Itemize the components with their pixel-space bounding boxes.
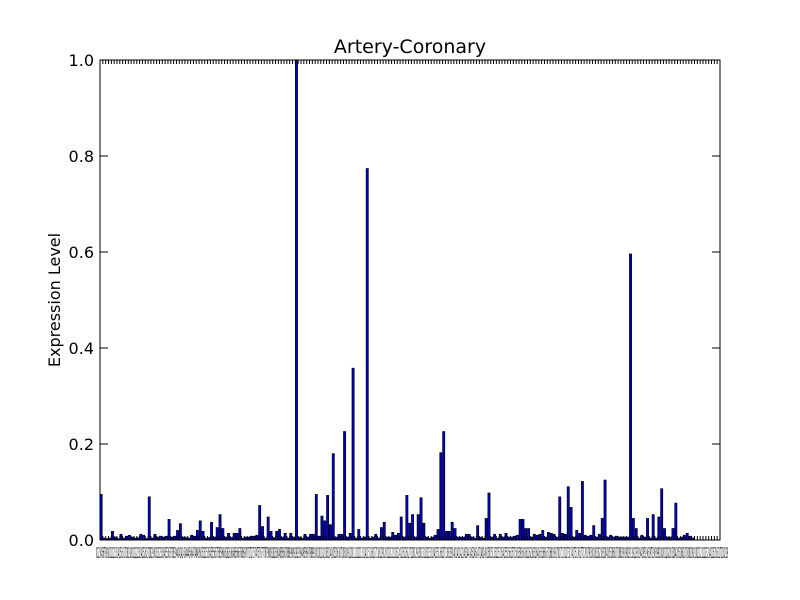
bar-69 (295, 59, 298, 541)
bars-group (99, 59, 695, 541)
bar-56 (258, 505, 262, 541)
bar-108 (405, 495, 409, 541)
bar-86 (343, 431, 347, 541)
bar-17 (147, 496, 151, 541)
y-axis-label: Expression Level (45, 233, 64, 367)
bar-76 (314, 494, 318, 541)
y-tick-label-2: 0.4 (69, 339, 94, 358)
bar-198 (660, 488, 664, 541)
bar-170 (580, 481, 584, 541)
y-tick-label-4: 0.8 (69, 147, 94, 166)
bar-165 (566, 486, 570, 541)
bar-178 (603, 479, 607, 541)
bar-89 (351, 367, 355, 541)
bar-80 (326, 495, 330, 541)
y-tick-label-1: 0.2 (69, 435, 94, 454)
chart-title: Artery-Coronary (334, 36, 486, 58)
y-tick-label-0: 0.0 (69, 531, 94, 550)
y-tick-labels: 0.0 0.2 0.4 0.6 0.8 1.0 (69, 51, 94, 550)
y-tick-label-5: 1.0 (69, 51, 94, 70)
bar-120 (439, 452, 443, 541)
bar-137 (487, 492, 491, 541)
bar-166 (569, 507, 573, 541)
plot-frame (99, 59, 721, 541)
bar-203 (674, 502, 678, 541)
bar-94 (365, 168, 369, 541)
bar-113 (419, 497, 423, 541)
bar-187 (629, 253, 632, 541)
bar-82 (331, 453, 335, 541)
x-tick-labels: 0123456789101112131415161718192021222324… (96, 544, 728, 562)
bar-162 (558, 496, 562, 541)
bar-121 (442, 431, 446, 541)
y-tick-label-3: 0.6 (69, 243, 94, 262)
ticks-group (99, 59, 721, 541)
